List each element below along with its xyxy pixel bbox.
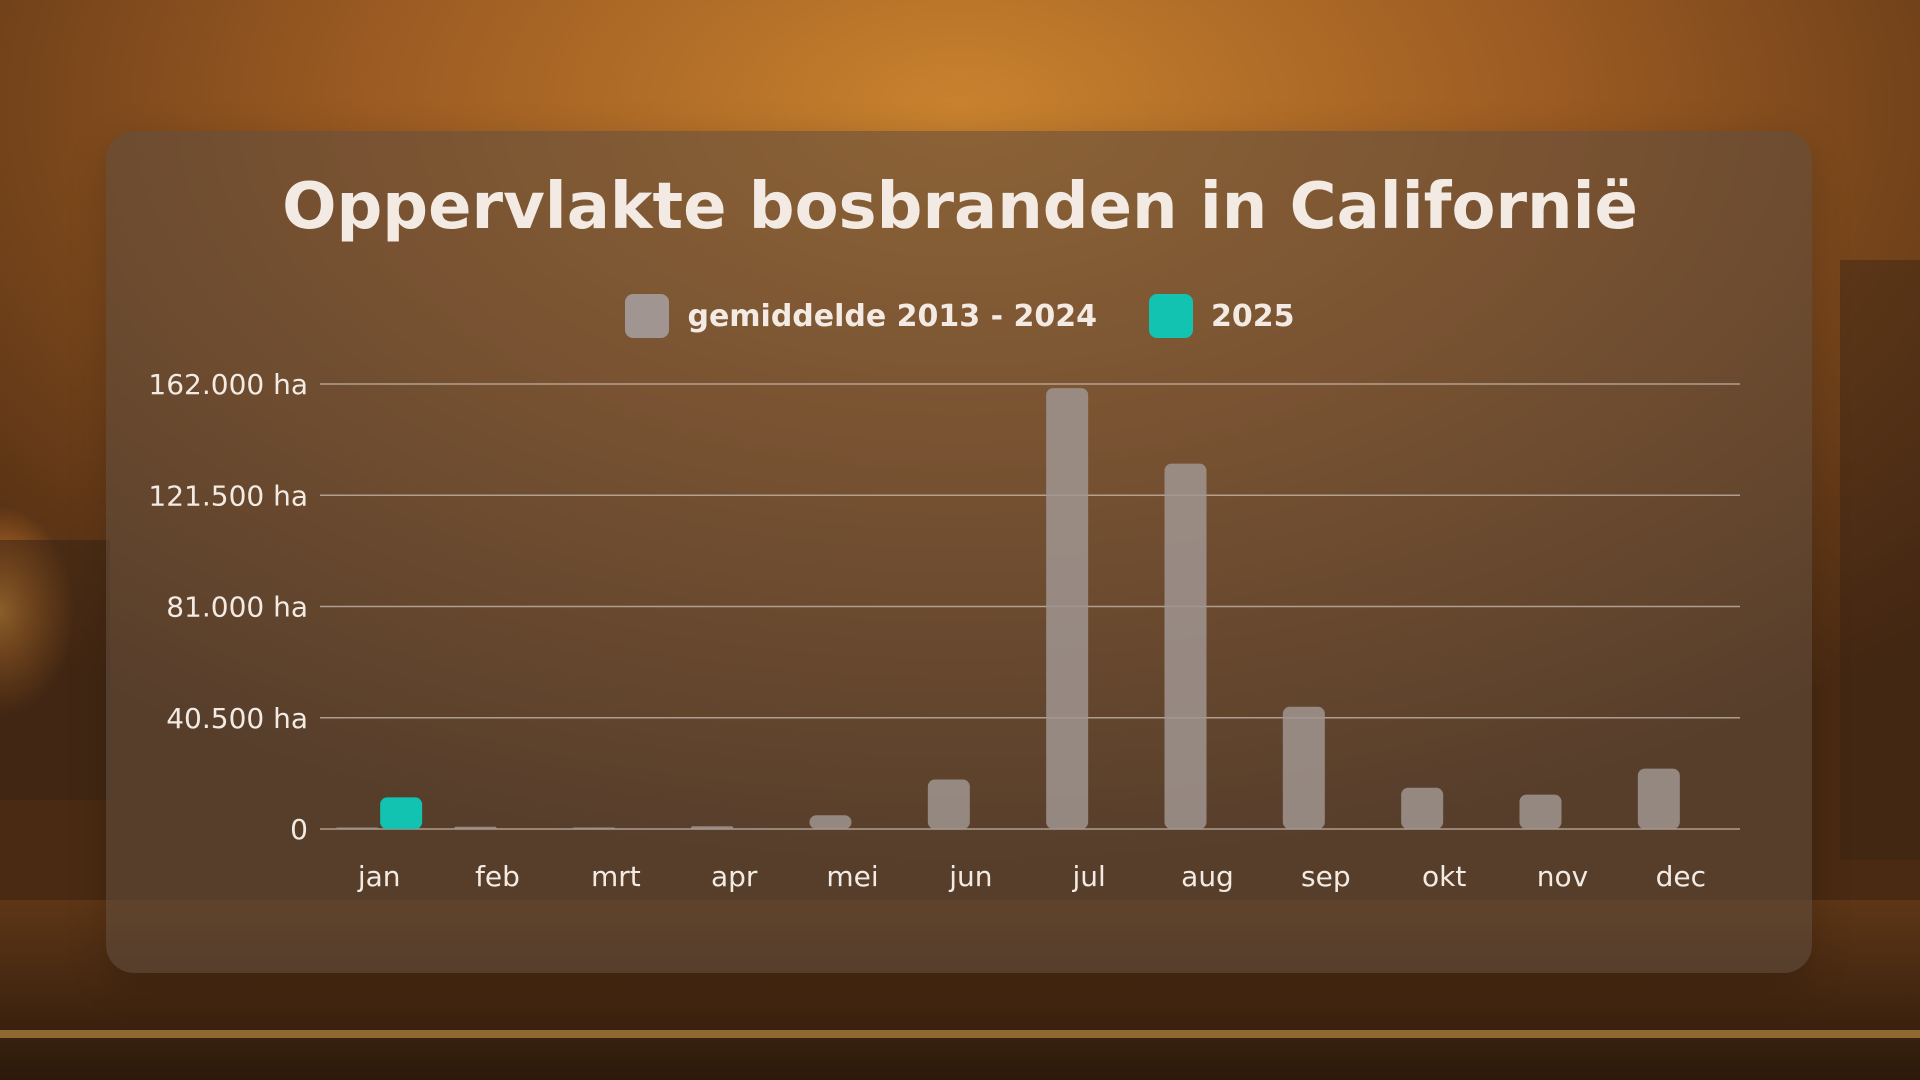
bar-average-mrt — [572, 827, 615, 829]
chart-legend: gemiddelde 2013 - 2024 2025 — [0, 293, 1920, 339]
bar-average-jan — [336, 827, 379, 829]
bar-average-jun — [927, 779, 970, 829]
x-tick-label-mei: mei — [826, 860, 878, 893]
legend-swatch-average — [625, 294, 670, 338]
chart-title: Oppervlakte bosbranden in Californië — [282, 170, 1638, 244]
bar-average-nov — [1519, 794, 1562, 829]
x-tick-label-jun: jun — [948, 860, 992, 893]
x-tick-label-feb: feb — [475, 860, 520, 893]
x-tick-label-okt: okt — [1422, 860, 1466, 893]
bar-average-jul — [1046, 388, 1089, 829]
legend-label-average: gemiddelde 2013 - 2024 — [687, 298, 1098, 334]
x-tick-label-jan: jan — [357, 860, 401, 893]
y-tick-label-4: 162.000 ha — [148, 368, 308, 401]
bar-2025-jan — [380, 797, 423, 829]
chart-card — [106, 131, 1812, 973]
y-tick-label-3: 121.500 ha — [148, 479, 308, 512]
x-tick-label-mrt: mrt — [591, 860, 641, 893]
legend-item-average: gemiddelde 2013 - 2024 — [625, 294, 1097, 338]
y-tick-label-2: 81.000 ha — [166, 591, 308, 624]
bar-average-sep — [1282, 706, 1325, 829]
x-tick-label-sep: sep — [1301, 860, 1351, 893]
x-tick-label-jul: jul — [1072, 860, 1106, 893]
x-tick-label-aug: aug — [1181, 860, 1234, 893]
x-tick-label-nov: nov — [1537, 860, 1588, 893]
bar-average-dec — [1637, 768, 1680, 829]
x-tick-label-apr: apr — [711, 860, 758, 893]
bar-average-feb — [454, 826, 497, 829]
legend-label-2025: 2025 — [1211, 298, 1295, 334]
x-tick-label-dec: dec — [1656, 860, 1706, 893]
legend-swatch-2025 — [1149, 294, 1194, 338]
y-tick-label-1: 40.500 ha — [166, 702, 308, 735]
bar-average-apr — [691, 826, 734, 829]
legend-item-2025: 2025 — [1149, 294, 1295, 338]
bar-average-mei — [809, 815, 852, 829]
y-tick-label-0: 0 — [290, 813, 308, 846]
bar-average-okt — [1401, 787, 1444, 829]
bar-average-aug — [1164, 463, 1207, 829]
